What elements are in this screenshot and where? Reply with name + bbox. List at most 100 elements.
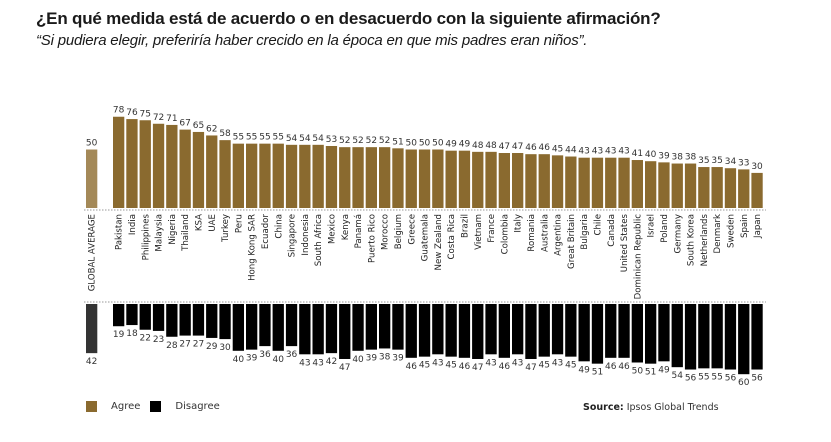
disagree-value-label: 40 <box>352 355 364 365</box>
disagree-value-label: 47 <box>339 363 350 373</box>
category-label: Colombia <box>500 214 510 254</box>
agree-value-label: 47 <box>512 142 523 152</box>
agree-bar <box>671 163 683 208</box>
disagree-bar <box>671 304 683 368</box>
category-label: United States <box>620 213 630 272</box>
disagree-bar <box>246 304 258 350</box>
agree-bar <box>645 161 657 208</box>
agree-bar <box>551 155 564 208</box>
category-label: Canada <box>607 214 617 247</box>
agree-bar-global-average <box>86 149 98 208</box>
disagree-bar <box>485 304 497 355</box>
agree-value-label: 52 <box>366 136 377 146</box>
agree-bar <box>751 172 763 208</box>
disagree-value-label: 51 <box>592 368 603 378</box>
disagree-value-label: 19 <box>113 330 125 340</box>
agree-value-label: 53 <box>326 135 337 145</box>
category-label: New Zealand <box>434 214 444 270</box>
disagree-bar <box>219 304 231 340</box>
agree-value-label: 47 <box>499 142 510 152</box>
category-label: KSA <box>194 214 204 231</box>
agree-bar <box>246 143 258 208</box>
agree-bar <box>538 154 550 208</box>
category-label: Vietnam <box>474 214 484 250</box>
agree-value-label: 35 <box>698 156 709 166</box>
disagree-value-label: 18 <box>126 329 138 339</box>
agree-value-label: 43 <box>618 147 629 157</box>
category-label: Singapore <box>288 214 298 257</box>
disagree-bar <box>379 304 391 349</box>
agree-value-label: 62 <box>206 124 217 134</box>
agree-value-label: 39 <box>658 151 670 161</box>
legend-label-agree: Agree <box>111 401 141 412</box>
agree-bar <box>166 124 178 208</box>
disagree-value-label: 29 <box>206 342 218 352</box>
category-label: Japan <box>753 214 763 239</box>
disagree-value-label: 27 <box>193 340 204 350</box>
disagree-bar <box>299 304 311 355</box>
category-label: Philippines <box>141 213 151 260</box>
agree-value-label: 71 <box>166 114 177 124</box>
agree-value-label: 33 <box>738 158 749 168</box>
disagree-value-label: 46 <box>605 362 617 372</box>
agree-bar <box>472 151 484 208</box>
category-label: Panamá <box>354 214 364 248</box>
agree-bar <box>658 162 670 208</box>
disagree-bar <box>445 304 457 357</box>
disagree-bar <box>179 304 191 336</box>
category-label: Italy <box>514 214 524 233</box>
category-label: Brazil <box>460 214 470 238</box>
category-label: Pakistan <box>115 214 125 250</box>
disagree-value-label: 39 <box>392 354 404 364</box>
agree-value-label: 50 <box>406 139 418 149</box>
agree-bar <box>458 150 471 208</box>
disagree-bar <box>631 304 643 363</box>
agree-bar <box>392 148 404 208</box>
disagree-value-label: 45 <box>419 361 430 371</box>
agree-value-label: 55 <box>246 133 257 143</box>
disagree-bar <box>339 304 351 359</box>
disagree-value-label: 54 <box>672 371 684 381</box>
category-label: Malaysia <box>155 214 165 252</box>
disagree-value-label: 45 <box>565 361 576 371</box>
category-label: UAE <box>208 214 218 232</box>
agree-value-label: 48 <box>485 141 497 151</box>
agree-value-label: 44 <box>565 146 577 156</box>
agree-value-label: 54 <box>312 134 324 144</box>
disagree-value-label: 43 <box>512 358 523 368</box>
disagree-bar <box>418 304 431 357</box>
agree-bar <box>285 144 298 208</box>
agree-bar <box>525 154 537 208</box>
disagree-bar <box>472 304 484 359</box>
agree-bar <box>631 160 643 208</box>
disagree-value-label: 56 <box>751 374 763 384</box>
disagree-bar <box>591 304 604 364</box>
disagree-value-label: 40 <box>233 355 245 365</box>
agree-value-label: 65 <box>193 121 204 131</box>
agree-bar <box>405 149 417 208</box>
agree-value-label: 52 <box>339 136 350 146</box>
disagree-bar <box>565 304 577 357</box>
disagree-bar <box>751 304 763 370</box>
disagree-value-label: 51 <box>645 368 656 378</box>
category-labels: GLOBAL AVERAGE Pakistan India Philippines Ma… <box>88 213 763 299</box>
disagree-bar <box>645 304 657 364</box>
disagree-value-label: 50 <box>632 367 644 377</box>
agree-bar <box>352 147 364 208</box>
disagree-value-label: 49 <box>578 365 590 375</box>
agree-bar <box>219 140 231 208</box>
agree-value-label: 75 <box>140 109 151 119</box>
disagree-value-label: 56 <box>725 374 737 384</box>
category-label: Mexico <box>327 214 337 244</box>
agree-bar <box>365 147 377 208</box>
disagree-value-label: 36 <box>259 350 271 360</box>
agree-value-label: 51 <box>392 137 403 147</box>
disagree-value-label: 55 <box>711 372 722 382</box>
category-label: Bulgaria <box>580 214 590 250</box>
agree-bar <box>232 143 244 208</box>
agree-value-label: 67 <box>179 119 190 129</box>
agree-value-label: 46 <box>525 143 537 153</box>
legend: Agree Disagree <box>86 401 230 412</box>
